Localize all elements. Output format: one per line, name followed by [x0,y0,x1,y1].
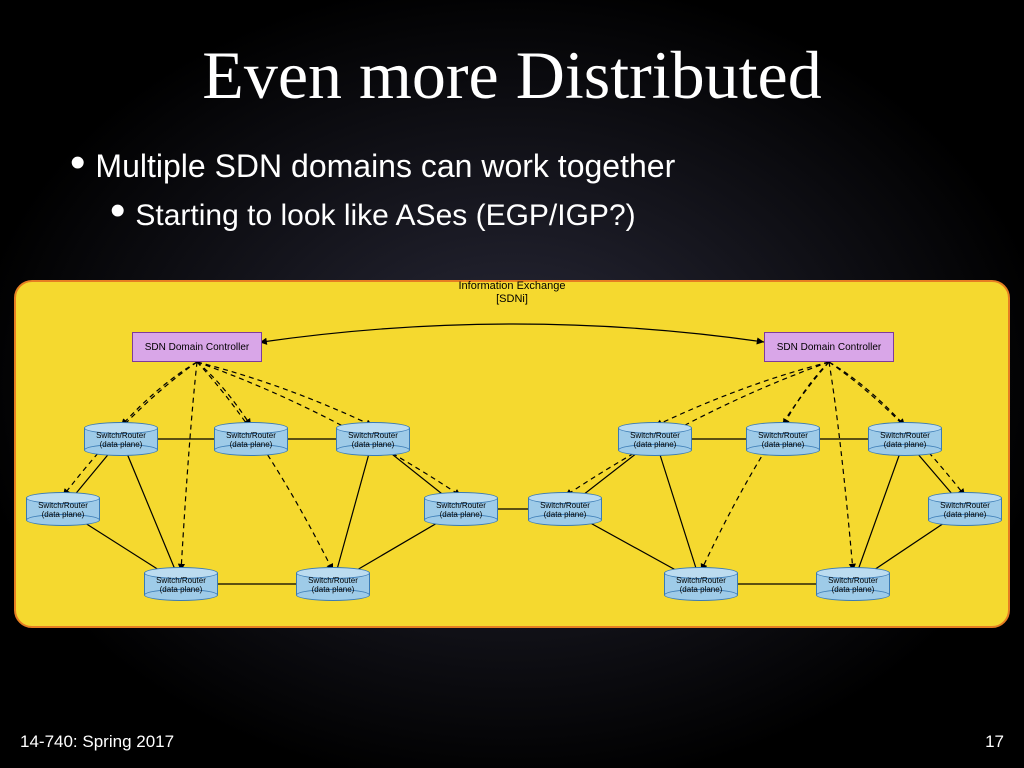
switch-router: Switch/Router(data plane) [928,492,1002,526]
info-exchange-label: Information Exchange [SDNi] [458,280,565,306]
slide-title: Even more Distributed [0,0,1024,115]
bullet-l1-text: Multiple SDN domains can work together [95,148,675,185]
sdn-controller: SDN Domain Controller [764,332,894,362]
switch-router: Switch/Router(data plane) [424,492,498,526]
bullet-dot-icon: • [70,145,85,180]
bullet-l2-text: Starting to look like ASes (EGP/IGP?) [135,199,635,233]
switch-router: Switch/Router(data plane) [618,422,692,456]
slide: Even more Distributed • Multiple SDN dom… [0,0,1024,768]
page-number: 17 [985,732,1004,752]
switch-router: Switch/Router(data plane) [84,422,158,456]
switch-router: Switch/Router(data plane) [26,492,100,526]
switch-router: Switch/Router(data plane) [336,422,410,456]
bullet-dot-icon: • [110,193,125,228]
info-exchange-line2: [SDNi] [458,293,565,306]
switch-router: Switch/Router(data plane) [746,422,820,456]
bullet-l1: • Multiple SDN domains can work together [70,145,954,185]
switch-router: Switch/Router(data plane) [144,567,218,601]
switch-router: Switch/Router(data plane) [816,567,890,601]
switch-router: Switch/Router(data plane) [296,567,370,601]
info-exchange-line1: Information Exchange [458,280,565,293]
switch-router: Switch/Router(data plane) [214,422,288,456]
course-footer: 14-740: Spring 2017 [20,732,174,752]
bullet-l2: • Starting to look like ASes (EGP/IGP?) [70,193,954,233]
bullet-list: • Multiple SDN domains can work together… [0,115,1024,233]
switch-router: Switch/Router(data plane) [528,492,602,526]
diagram-panel: Information Exchange [SDNi] SDN Domain C… [14,280,1010,628]
sdn-controller: SDN Domain Controller [132,332,262,362]
switch-router: Switch/Router(data plane) [868,422,942,456]
switch-router: Switch/Router(data plane) [664,567,738,601]
